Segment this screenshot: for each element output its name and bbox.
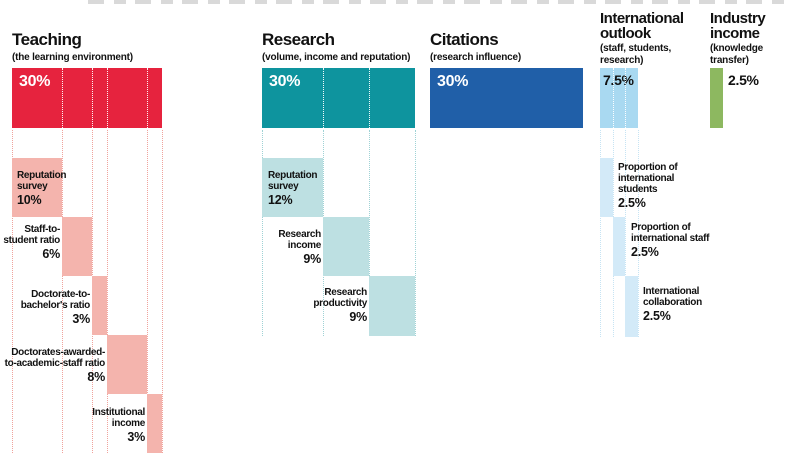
research-guide-line <box>415 130 416 336</box>
component-value: 6% <box>42 247 60 261</box>
international-outlook-weight-bar: 7.5% <box>600 68 638 128</box>
teaching-guide-line <box>12 130 13 453</box>
research-block-research-productivity <box>369 276 415 336</box>
citations-subtitle: (research influence) <box>430 52 522 63</box>
intl-block-international-collaboration <box>625 276 638 337</box>
intl-guide-line <box>638 130 639 337</box>
industry-income-subtitle: (knowledge transfer) <box>710 43 764 66</box>
cropped-text-artifact <box>88 0 785 4</box>
teaching-title: Teaching <box>12 30 82 49</box>
teaching-label-staff-to-student-ratio: Staff-to-student ratio 6% <box>2 224 60 260</box>
research-block-research-income <box>323 217 369 276</box>
teaching-block-staff-to-student-ratio <box>62 217 92 276</box>
research-label-research-productivity: Research productivity 9% <box>287 287 367 323</box>
component-label: Research income <box>278 229 321 251</box>
component-value: 12% <box>268 193 293 207</box>
component-label: Institutional income <box>92 407 145 429</box>
intl-block-international-students <box>600 158 613 217</box>
teaching-guide-line <box>162 130 163 453</box>
component-label: Doctorates-awarded-to-academic-staff rat… <box>4 347 106 369</box>
research-weight-value: 30% <box>269 73 301 90</box>
teaching-guide-line <box>107 130 108 453</box>
industry-income-weight-bar <box>710 68 723 128</box>
teaching-block-doctorates-awarded-ratio <box>107 335 147 394</box>
research-label-research-income: Research income 9% <box>251 229 321 265</box>
component-value: 2.5% <box>618 196 646 210</box>
intl-guide-line <box>600 130 601 337</box>
component-label: Research productivity <box>313 287 367 309</box>
component-label: International collaboration <box>643 286 702 308</box>
component-label: Proportion of international staff <box>631 222 710 244</box>
component-value: 9% <box>303 252 321 266</box>
component-label: Staff-to-student ratio <box>3 224 60 246</box>
component-label: Reputation survey <box>17 170 67 192</box>
research-block-reputation-survey: Reputation survey 12% <box>262 158 323 217</box>
intl-label-international-students: Proportion of international students 2.5… <box>618 162 703 209</box>
component-value: 9% <box>349 310 367 324</box>
bar-divider <box>62 68 63 128</box>
bar-divider <box>147 68 148 128</box>
teaching-label-institutional-income: Institutional income 3% <box>75 407 145 443</box>
international-outlook-subtitle: (staff, students, research) <box>600 43 672 66</box>
teaching-block-doctorate-to-bachelors-ratio <box>92 276 107 335</box>
intl-label-international-staff: Proportion of international staff 2.5% <box>631 222 716 258</box>
teaching-block-reputation-survey: Reputation survey 10% <box>12 158 67 217</box>
citations-weight-bar: 30% <box>430 68 583 128</box>
bar-divider <box>323 68 324 128</box>
component-label: Doctorate-to-bachelor's ratio <box>20 289 91 311</box>
component-value: 3% <box>72 312 90 326</box>
international-outlook-title: International outlook <box>600 10 684 42</box>
teaching-weight-value: 30% <box>19 73 51 90</box>
research-guide-line <box>262 130 263 336</box>
teaching-weight-bar: 30% <box>12 68 162 128</box>
teaching-label-doctorates-awarded-ratio: Doctorates-awarded-to-academic-staff rat… <box>2 347 106 384</box>
industry-income-weight-value: 2.5% <box>728 72 759 88</box>
citations-title: Citations <box>430 30 499 49</box>
teaching-block-institutional-income <box>147 394 162 453</box>
component-value: 8% <box>87 370 105 384</box>
teaching-guide-line <box>147 130 148 453</box>
bar-divider <box>625 68 626 128</box>
bar-divider <box>369 68 370 128</box>
intl-label-international-collaboration: International collaboration 2.5% <box>643 286 733 322</box>
component-label: Reputation survey <box>268 170 318 192</box>
citations-weight-value: 30% <box>437 73 469 90</box>
component-value: 2.5% <box>631 245 659 259</box>
bar-divider <box>92 68 93 128</box>
teaching-label-doctorate-to-bachelors-ratio: Doctorate-to-bachelor's ratio 3% <box>0 289 91 326</box>
international-outlook-weight-value: 7.5% <box>603 72 634 88</box>
research-guide-line <box>369 130 370 336</box>
intl-guide-line <box>625 130 626 337</box>
teaching-guide-line <box>62 130 63 453</box>
research-weight-bar: 30% <box>262 68 415 128</box>
component-value: 10% <box>17 193 42 207</box>
component-value: 2.5% <box>643 309 671 323</box>
teaching-subtitle: (the learning environment) <box>12 52 133 63</box>
component-label: Proportion of international students <box>618 162 678 195</box>
bar-divider <box>613 68 614 128</box>
intl-block-international-staff <box>613 217 625 276</box>
industry-income-title: Industry income <box>710 10 766 42</box>
research-subtitle: (volume, income and reputation) <box>262 52 411 63</box>
research-title: Research <box>262 30 335 49</box>
bar-divider <box>107 68 108 128</box>
component-value: 3% <box>127 430 145 444</box>
